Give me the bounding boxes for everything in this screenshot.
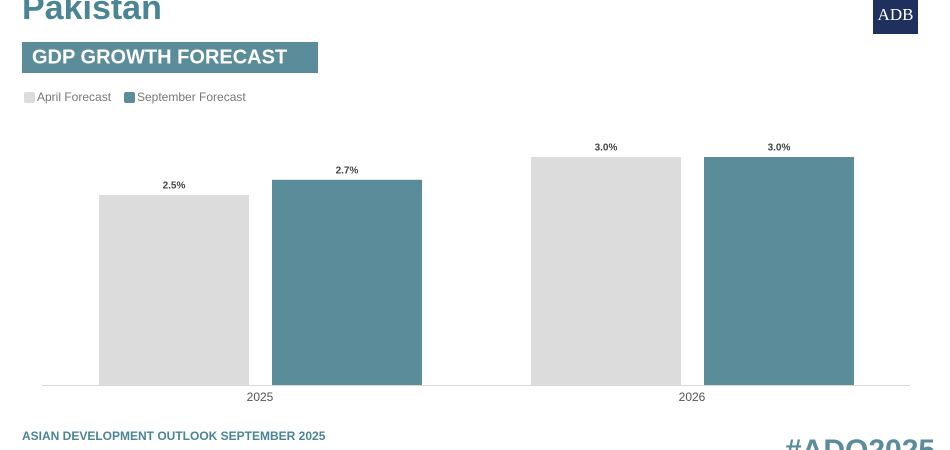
x-tick-label: 2025 [247,390,274,404]
footer: ASIAN DEVELOPMENT OUTLOOK SEPTEMBER 2025 [22,429,326,443]
legend-label: April Forecast [37,90,112,104]
subtitle-box [22,42,318,73]
bar [704,157,854,385]
bar [531,157,681,385]
hashtag: #ADO2025 [785,434,935,450]
chart-title: Pakistan [22,0,162,27]
legend-swatch [124,92,135,103]
bar [99,195,249,385]
x-tick-label: 2026 [679,390,706,404]
value-label: 2.5% [163,181,186,192]
legend-swatch [24,92,35,103]
logo-box [873,0,918,34]
value-label: 2.7% [336,165,359,176]
chart-subtitle: GDP GROWTH FORECAST [32,46,287,68]
bar [272,179,422,385]
value-label: 3.0% [768,143,791,154]
logo: ADB [878,5,914,24]
value-label: 3.0% [595,143,618,154]
legend-label: September Forecast [137,90,246,104]
